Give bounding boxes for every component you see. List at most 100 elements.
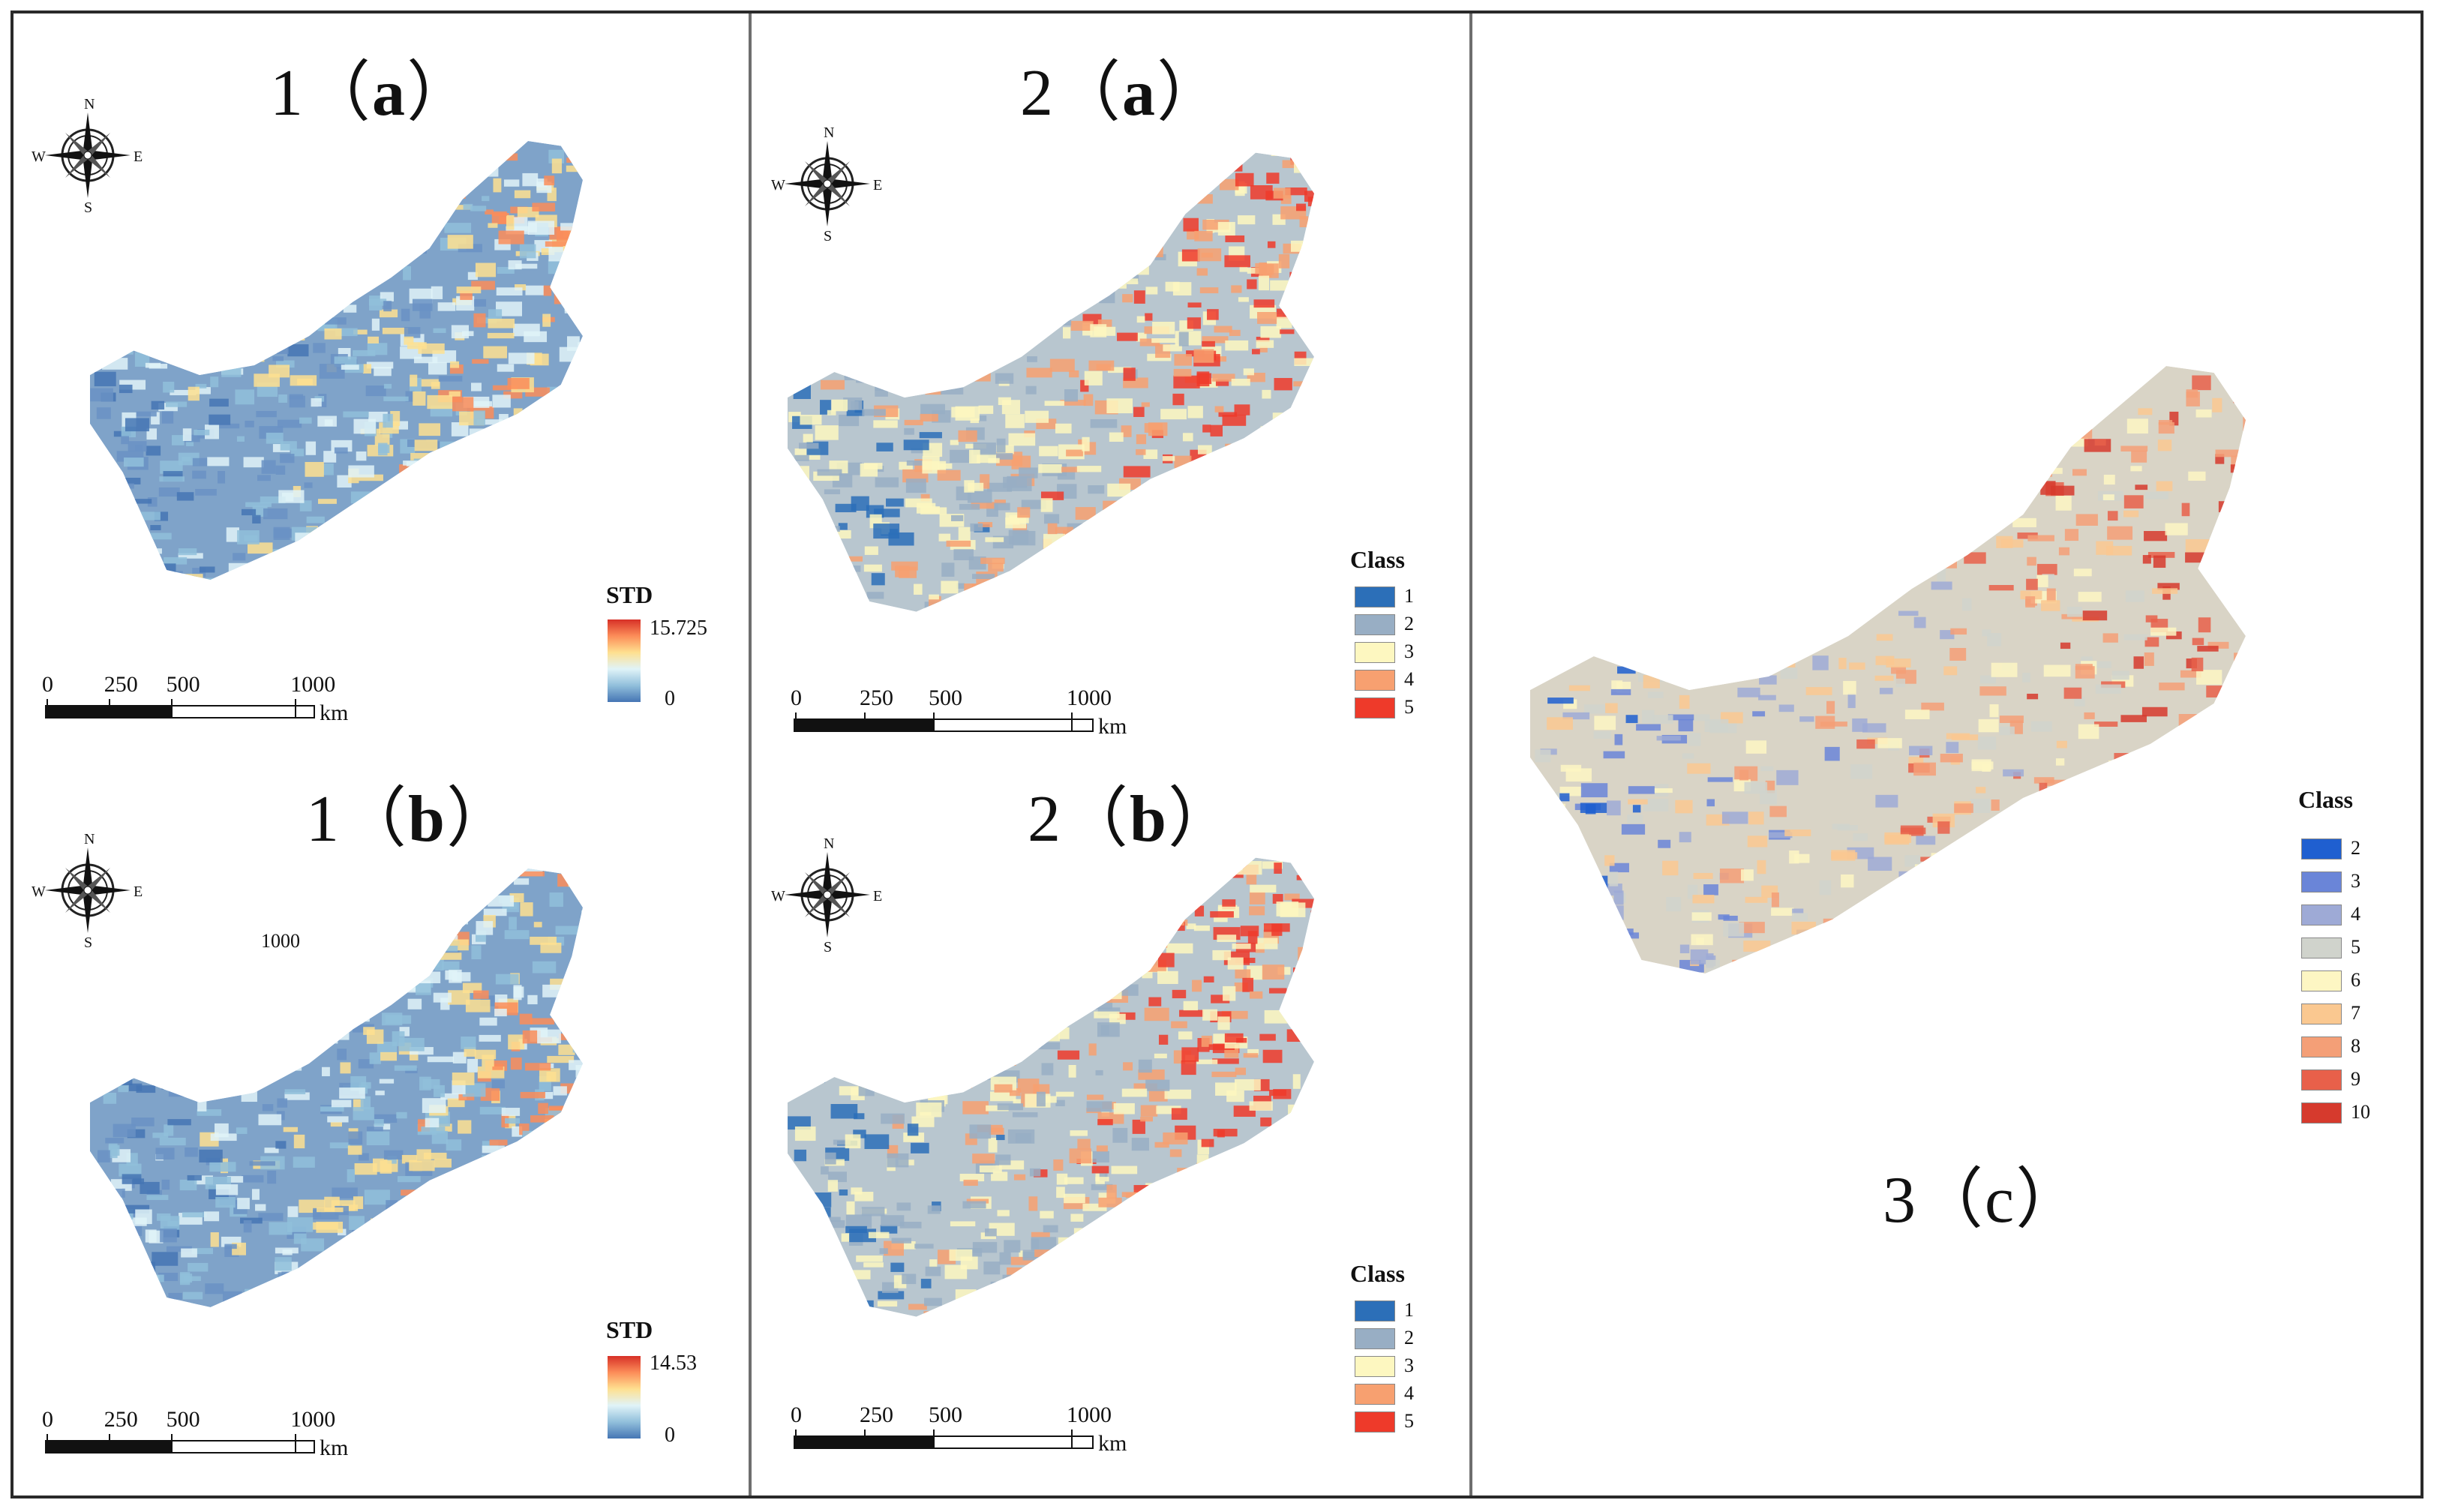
raster-cell	[947, 1076, 973, 1088]
raster-cell	[2021, 824, 2047, 836]
raster-cell	[1349, 1138, 1370, 1148]
raster-cell	[533, 482, 557, 494]
raster-cell	[280, 925, 303, 934]
raster-cell	[479, 1106, 506, 1114]
raster-cell	[119, 483, 134, 489]
raster-cell	[602, 271, 619, 280]
raster-cell	[546, 1071, 557, 1082]
raster-cell	[474, 602, 500, 615]
raster-cell	[274, 615, 296, 619]
raster-cell	[1103, 972, 1120, 983]
raster-cell	[1277, 1282, 1302, 1290]
raster-cell	[864, 924, 882, 933]
raster-cell	[1273, 1089, 1292, 1100]
raster-cell	[1013, 610, 1028, 612]
raster-cell	[2138, 408, 2153, 416]
raster-cell	[1947, 969, 1958, 974]
raster-cell	[951, 608, 972, 612]
raster-cell	[249, 305, 275, 317]
raster-cell	[1031, 230, 1052, 243]
raster-cell	[495, 1185, 522, 1197]
raster-cell	[1208, 1044, 1235, 1050]
raster-cell	[413, 1255, 437, 1264]
raster-cell	[245, 502, 272, 507]
raster-cell	[96, 888, 113, 898]
raster-cell	[1289, 573, 1305, 584]
raster-cell	[196, 1328, 213, 1340]
raster-cell	[1979, 686, 2006, 696]
raster-cell	[864, 1022, 877, 1029]
raster-cell	[104, 611, 115, 619]
raster-cell	[241, 508, 257, 516]
raster-cell	[1368, 1238, 1373, 1244]
raster-cell	[846, 1201, 855, 1215]
raster-cell	[165, 989, 182, 1000]
raster-cell	[2210, 843, 2222, 848]
raster-cell	[118, 982, 140, 994]
raster-cell	[411, 1295, 434, 1307]
raster-cell	[284, 1092, 310, 1100]
raster-cell	[110, 1006, 124, 1015]
scale-bar: 0 250 500 1000 km	[791, 681, 1127, 741]
raster-cell	[2264, 828, 2277, 841]
raster-cell	[342, 240, 363, 249]
raster-cell	[2129, 1024, 2139, 1028]
raster-cell	[196, 926, 218, 935]
raster-cell	[1344, 1058, 1353, 1068]
raster-cell	[278, 966, 300, 978]
raster-cell	[1285, 294, 1294, 302]
raster-cell	[1011, 152, 1028, 157]
raster-cell	[791, 634, 811, 645]
raster-cell	[1196, 1162, 1220, 1175]
raster-cell	[1110, 1279, 1133, 1292]
compass-label-w: W	[32, 884, 46, 900]
raster-cell	[2156, 481, 2173, 491]
raster-cell	[2001, 539, 2024, 548]
raster-cell	[323, 535, 339, 548]
raster-cell	[1235, 958, 1256, 964]
raster-cell	[290, 1331, 302, 1339]
legend-label: 9	[2351, 1068, 2360, 1090]
raster-cell	[1249, 906, 1265, 916]
raster-cell	[234, 204, 249, 216]
raster-cell	[1026, 368, 1052, 378]
raster-cell	[1241, 1296, 1250, 1303]
raster-cell	[290, 174, 309, 189]
raster-cell	[2216, 944, 2235, 950]
raster-cell	[1285, 188, 1307, 196]
raster-cell	[1291, 646, 1305, 652]
raster-cell	[1362, 190, 1373, 204]
raster-cell	[794, 1149, 807, 1162]
raster-cell	[259, 324, 278, 338]
raster-cell	[1023, 245, 1040, 260]
raster-cell	[1675, 522, 1685, 529]
raster-cell	[956, 184, 977, 200]
raster-cell	[257, 285, 278, 299]
raster-cell	[1921, 702, 1944, 711]
raster-cell	[878, 376, 887, 386]
raster-cell	[976, 1044, 992, 1053]
raster-cell	[209, 208, 236, 214]
raster-cell	[466, 885, 487, 898]
raster-cell	[824, 160, 851, 166]
raster-cell	[556, 429, 577, 439]
raster-cell	[1727, 974, 1742, 981]
raster-cell	[824, 279, 833, 288]
legend-label: 3	[1404, 640, 1414, 662]
raster-cell	[448, 512, 473, 522]
raster-cell	[266, 432, 284, 444]
raster-cell	[2195, 943, 2206, 952]
raster-cell	[561, 479, 578, 493]
raster-cell	[1169, 474, 1191, 482]
raster-cell	[1650, 496, 1664, 508]
raster-cell	[506, 1190, 525, 1197]
raster-cell	[237, 1198, 250, 1210]
raster-cell	[1833, 387, 1859, 398]
raster-cell	[996, 1135, 1005, 1141]
raster-cell	[485, 209, 494, 214]
raster-cell	[505, 1118, 520, 1124]
raster-cell	[1202, 340, 1215, 347]
raster-cell	[1172, 603, 1192, 612]
raster-cell	[274, 208, 295, 224]
raster-cell	[104, 596, 113, 608]
